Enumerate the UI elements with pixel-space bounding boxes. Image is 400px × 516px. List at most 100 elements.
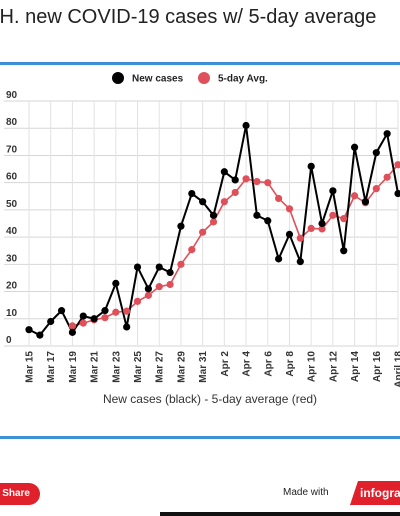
- avg-point[interactable]: [155, 283, 163, 291]
- avg-point[interactable]: [112, 308, 120, 316]
- new-cases-point[interactable]: [79, 312, 87, 320]
- avg-point[interactable]: [123, 307, 131, 315]
- y-tick-label: 10: [6, 308, 18, 319]
- avg-point[interactable]: [231, 188, 239, 197]
- y-tick-label: 20: [6, 281, 18, 292]
- avg-point[interactable]: [318, 225, 326, 233]
- chart-legend: New cases 5-day Avg.: [112, 72, 268, 85]
- avg-point[interactable]: [177, 260, 185, 268]
- avg-point[interactable]: [340, 215, 348, 223]
- y-tick-label: 90: [6, 90, 18, 101]
- new-cases-point[interactable]: [90, 315, 98, 323]
- legend-new-cases-label: New cases: [132, 74, 184, 85]
- new-cases-point[interactable]: [361, 198, 370, 206]
- avg-point[interactable]: [383, 173, 391, 181]
- legend-avg-marker: [198, 72, 210, 84]
- avg-point[interactable]: [394, 161, 400, 169]
- infogram-logo-link[interactable]: infogram: [350, 481, 400, 505]
- new-cases-point[interactable]: [242, 121, 250, 130]
- footer-bar: [160, 512, 400, 516]
- avg-point[interactable]: [264, 179, 272, 187]
- avg-point[interactable]: [166, 280, 174, 289]
- x-tick-label: Mar 25: [133, 351, 144, 383]
- x-tick-label: Mar 31: [198, 351, 209, 383]
- avg-point[interactable]: [144, 291, 152, 299]
- new-cases-point[interactable]: [394, 189, 400, 198]
- x-axis-label: New cases (black) - 5-day average (red): [103, 392, 317, 406]
- avg-point[interactable]: [220, 198, 228, 206]
- avg-point[interactable]: [307, 224, 315, 232]
- new-cases-point[interactable]: [188, 189, 196, 198]
- new-cases-point[interactable]: [329, 187, 337, 195]
- x-tick-label: Mar 29: [176, 351, 187, 383]
- share-button[interactable]: Share: [0, 483, 40, 505]
- avg-point[interactable]: [350, 192, 359, 200]
- avg-point[interactable]: [101, 314, 109, 322]
- avg-point[interactable]: [68, 322, 77, 330]
- legend-avg-label: 5-day Avg.: [218, 74, 268, 85]
- avg-point[interactable]: [133, 297, 142, 305]
- y-tick-label: 80: [6, 117, 18, 128]
- new-cases-point[interactable]: [36, 331, 44, 339]
- x-tick-label: Apr 16: [372, 351, 383, 383]
- new-cases-point[interactable]: [253, 211, 261, 219]
- new-cases-point[interactable]: [133, 263, 142, 271]
- avg-point[interactable]: [372, 185, 380, 193]
- avg-point[interactable]: [285, 205, 294, 213]
- made-with-label: Made with: [283, 487, 329, 498]
- x-tick-label: Apr 12: [328, 351, 339, 383]
- new-cases-point[interactable]: [68, 328, 77, 336]
- new-cases-point[interactable]: [296, 258, 304, 266]
- y-tick-label: 30: [6, 253, 18, 264]
- new-cases-point[interactable]: [318, 219, 326, 228]
- x-tick-label: Mar 19: [68, 351, 79, 383]
- avg-point[interactable]: [188, 246, 196, 254]
- x-tick-label: Mar 27: [155, 351, 166, 383]
- new-cases-point[interactable]: [112, 279, 120, 287]
- y-tick-label: 40: [6, 226, 18, 237]
- avg-point[interactable]: [253, 177, 261, 186]
- new-cases-point[interactable]: [57, 307, 66, 315]
- new-cases-point[interactable]: [209, 211, 218, 219]
- new-cases-point[interactable]: [25, 326, 33, 334]
- new-cases-point[interactable]: [47, 317, 55, 326]
- new-cases-point[interactable]: [166, 268, 174, 277]
- x-tick-label: Apr 8: [285, 351, 296, 377]
- x-tick-label: Apr 4: [242, 351, 253, 377]
- new-cases-point[interactable]: [372, 149, 380, 157]
- new-cases-point[interactable]: [231, 176, 239, 184]
- y-tick-label: 50: [6, 199, 18, 210]
- new-cases-point[interactable]: [285, 230, 294, 238]
- avg-point[interactable]: [275, 194, 283, 203]
- avg-point[interactable]: [329, 211, 337, 219]
- avg-point[interactable]: [209, 218, 218, 226]
- avg-point[interactable]: [199, 228, 207, 236]
- x-tick-label: Apr 10: [307, 351, 318, 383]
- avg-point[interactable]: [242, 175, 250, 183]
- new-cases-point[interactable]: [199, 198, 207, 206]
- new-cases-point[interactable]: [275, 255, 283, 263]
- x-tick-label: Apr 6: [263, 351, 274, 377]
- new-cases-point[interactable]: [383, 130, 391, 138]
- new-cases-point[interactable]: [340, 247, 348, 255]
- new-cases-point[interactable]: [155, 263, 163, 271]
- new-cases-point[interactable]: [307, 162, 315, 170]
- x-tick-label: Apr 2: [220, 351, 231, 377]
- new-cases-point[interactable]: [123, 323, 131, 331]
- new-cases-point[interactable]: [350, 143, 359, 151]
- x-tick-label: April 18: [394, 351, 400, 388]
- new-cases-point[interactable]: [220, 168, 228, 176]
- x-tick-label: Mar 23: [111, 351, 122, 383]
- page-title: .H. new COVID-19 cases w/ 5-day average: [0, 6, 377, 28]
- bottom-divider: [0, 436, 400, 439]
- avg-point[interactable]: [296, 234, 304, 242]
- new-cases-point[interactable]: [177, 222, 185, 230]
- avg-point[interactable]: [79, 319, 87, 327]
- y-tick-label: 0: [6, 335, 12, 346]
- new-cases-point[interactable]: [264, 217, 272, 225]
- top-divider: [0, 62, 400, 65]
- new-cases-point[interactable]: [101, 307, 109, 315]
- new-cases-point[interactable]: [144, 285, 152, 293]
- y-tick-label: 70: [6, 144, 18, 155]
- x-tick-label: Mar 15: [25, 351, 36, 383]
